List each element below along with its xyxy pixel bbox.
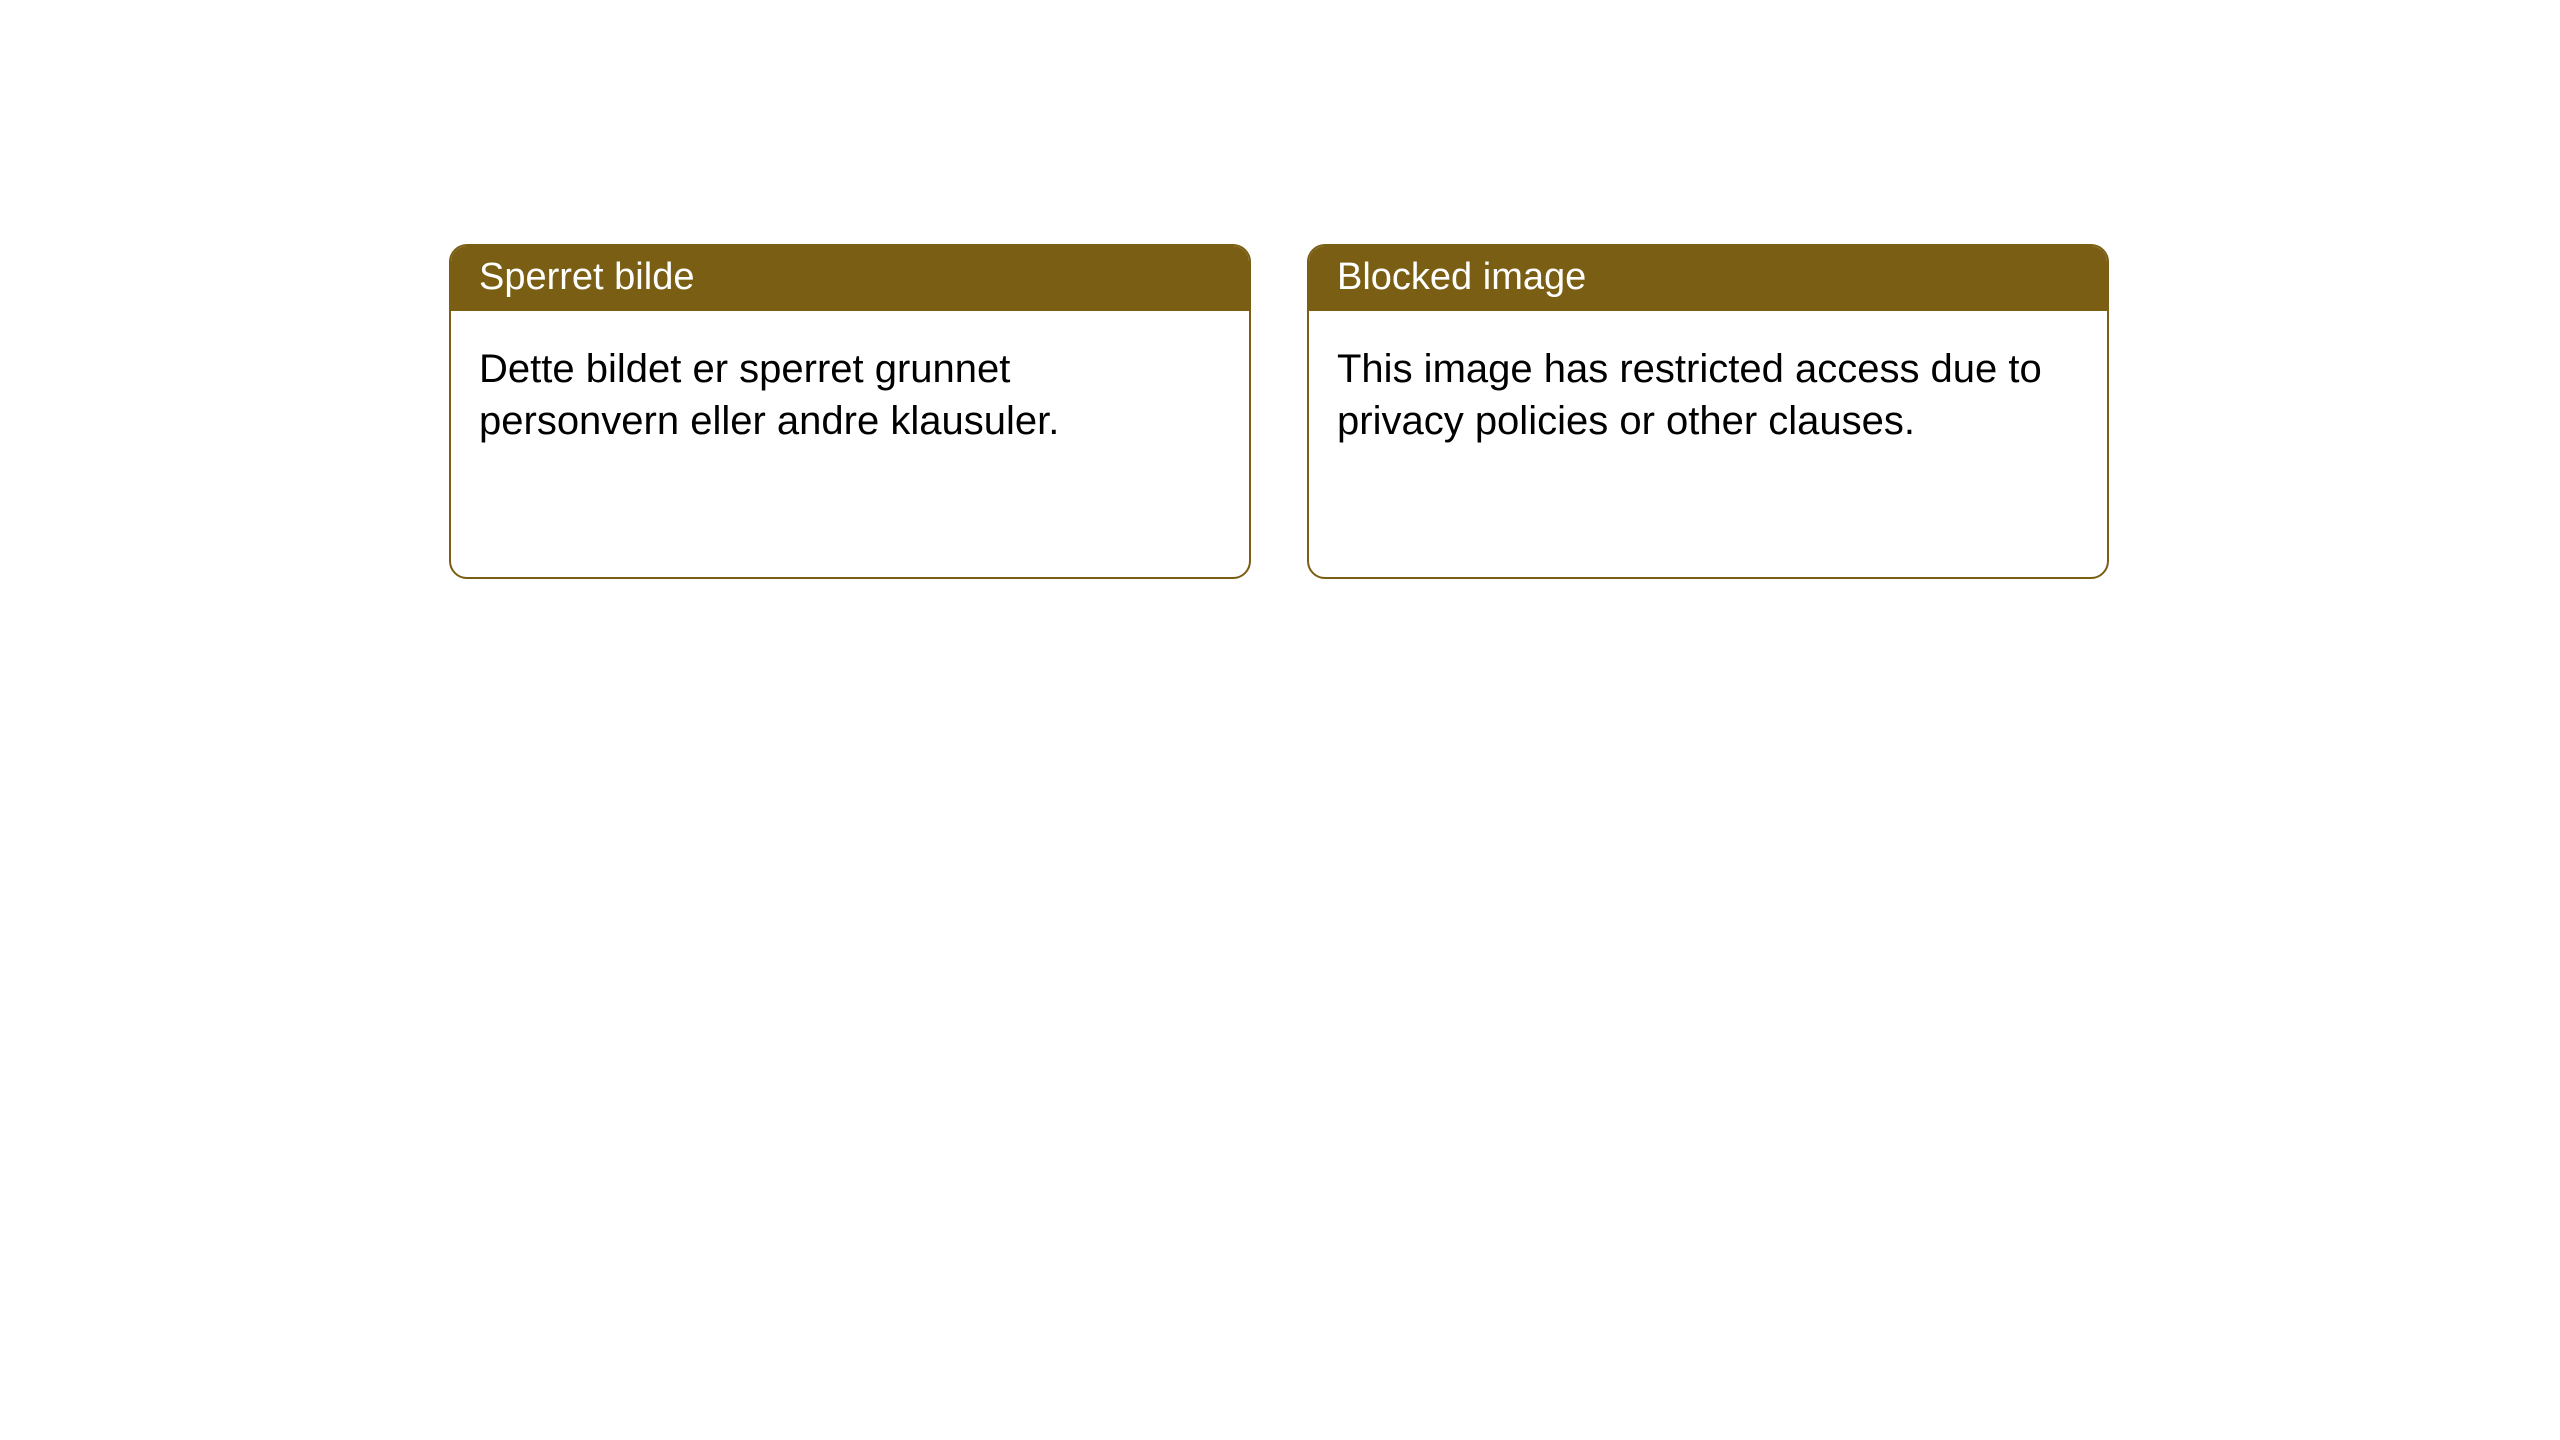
notice-card-norwegian: Sperret bilde Dette bildet er sperret gr…: [449, 244, 1251, 579]
notice-header: Blocked image: [1309, 246, 2107, 311]
notice-header: Sperret bilde: [451, 246, 1249, 311]
notice-body-text: Dette bildet er sperret grunnet personve…: [479, 347, 1059, 443]
notice-body: This image has restricted access due to …: [1309, 311, 2107, 479]
notice-title: Blocked image: [1337, 256, 1586, 298]
notices-container: Sperret bilde Dette bildet er sperret gr…: [0, 0, 2560, 579]
notice-body-text: This image has restricted access due to …: [1337, 347, 2042, 443]
notice-title: Sperret bilde: [479, 256, 694, 298]
notice-body: Dette bildet er sperret grunnet personve…: [451, 311, 1249, 479]
notice-card-english: Blocked image This image has restricted …: [1307, 244, 2109, 579]
